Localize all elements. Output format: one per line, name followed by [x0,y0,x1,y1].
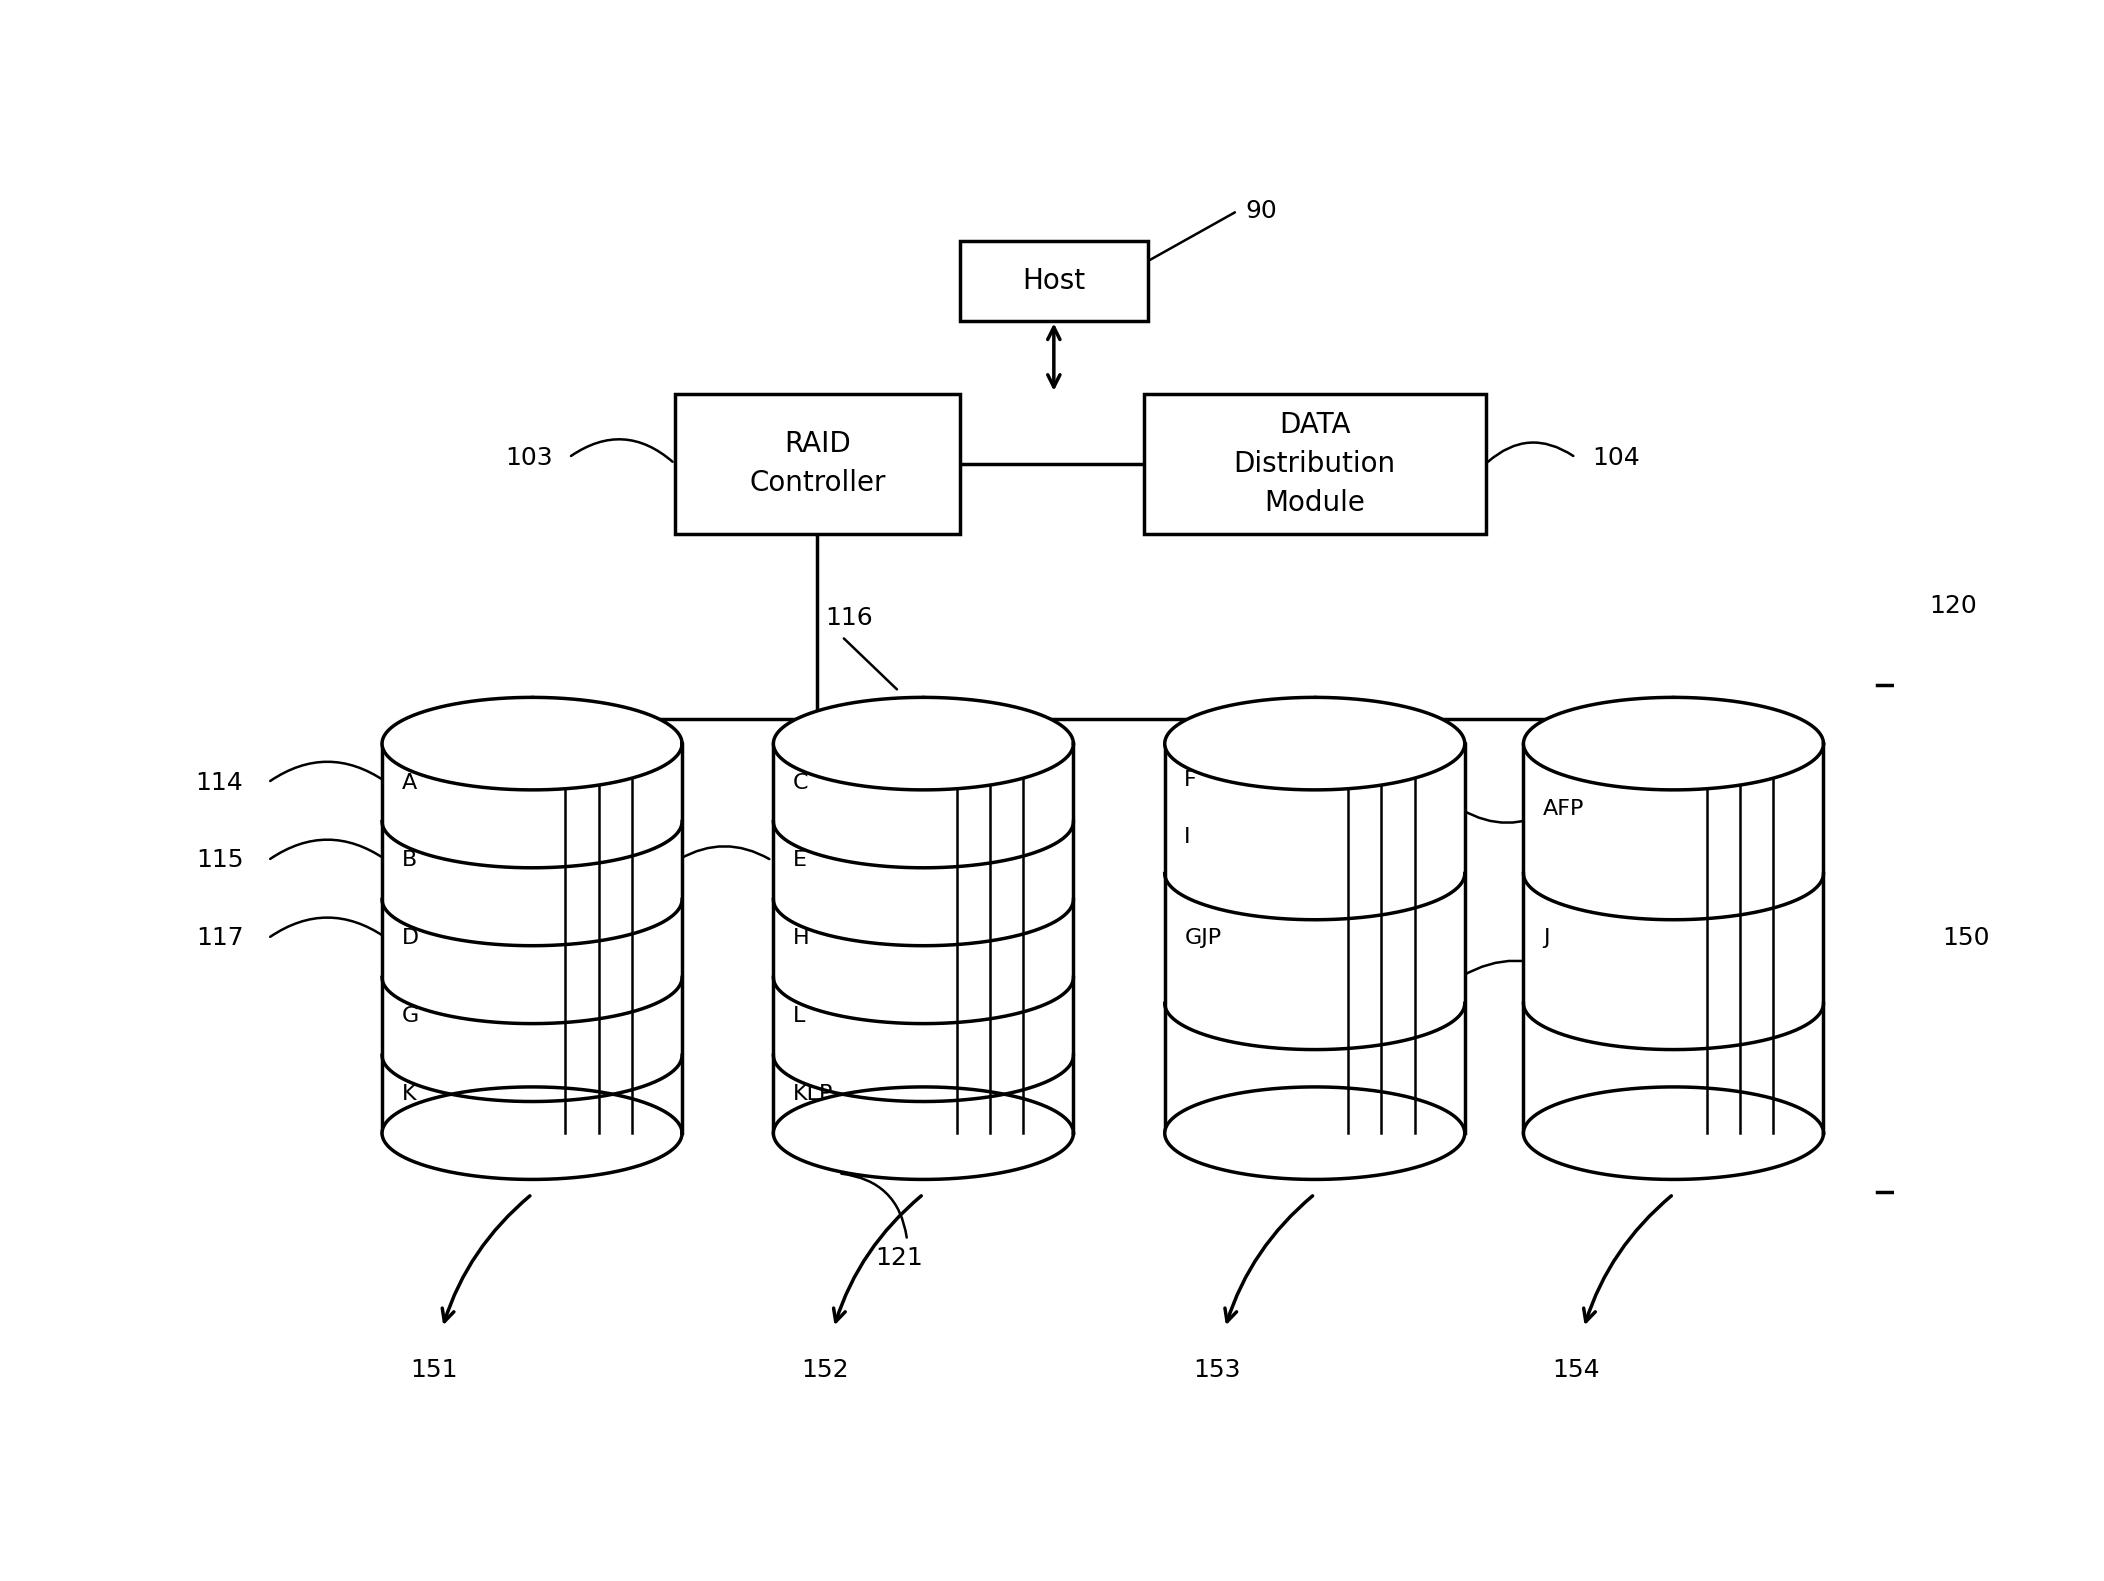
Text: RAID
Controller: RAID Controller [749,430,886,496]
Text: 114: 114 [196,770,244,795]
Text: 103: 103 [505,446,553,470]
Text: B: B [402,851,417,871]
Text: F: F [1185,770,1197,790]
Text: Host: Host [1023,267,1086,296]
Text: E: E [793,851,808,871]
Polygon shape [774,1086,1073,1179]
Text: 153: 153 [1193,1358,1241,1382]
Text: 118: 118 [781,849,827,873]
Text: 121: 121 [875,1246,924,1271]
Polygon shape [1166,743,1464,1134]
Text: 154: 154 [1553,1358,1599,1382]
Text: AFP: AFP [1542,798,1584,819]
Text: 90: 90 [1246,199,1277,223]
Text: 119: 119 [1563,797,1610,821]
Text: A: A [402,773,417,792]
Text: 120: 120 [1929,594,1978,618]
Text: 150: 150 [1942,926,1990,950]
Text: G: G [402,1007,419,1026]
Text: C: C [793,773,808,792]
FancyBboxPatch shape [959,242,1147,321]
Text: DATA
Distribution
Module: DATA Distribution Module [1233,411,1395,517]
Text: H: H [793,928,810,949]
Text: K: K [402,1085,417,1104]
Polygon shape [774,743,1073,1134]
Text: KLP: KLP [793,1085,833,1104]
Polygon shape [1166,1086,1464,1179]
FancyBboxPatch shape [675,394,959,534]
Text: L: L [793,1007,806,1026]
Polygon shape [774,697,1073,790]
Text: I: I [1185,827,1191,847]
FancyBboxPatch shape [1145,394,1485,534]
Text: 115: 115 [196,849,244,873]
Text: 116: 116 [825,607,873,631]
Polygon shape [1523,743,1824,1134]
Text: GJP: GJP [1185,928,1222,949]
Polygon shape [1523,697,1824,790]
Polygon shape [1166,697,1464,790]
Text: 117: 117 [196,926,244,950]
Polygon shape [1523,1086,1824,1179]
Text: 122: 122 [1578,966,1626,990]
Text: D: D [402,928,419,949]
Polygon shape [383,697,682,790]
Text: 152: 152 [802,1358,850,1382]
Text: 151: 151 [410,1358,459,1382]
Text: 104: 104 [1593,446,1639,470]
Polygon shape [383,743,682,1134]
Text: J: J [1542,928,1549,949]
Polygon shape [383,1086,682,1179]
